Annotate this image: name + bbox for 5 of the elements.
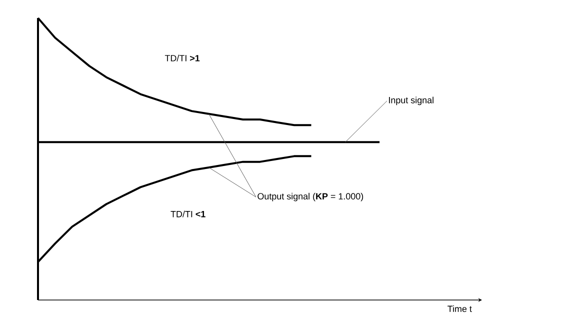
annotation: TD/TI <1	[170, 210, 206, 218]
text: Time t	[448, 305, 472, 312]
annotation: TD/TI >1	[164, 54, 200, 62]
text: Input signal	[389, 96, 434, 106]
annotation: Output signal (KP = 1.000)	[258, 192, 364, 202]
